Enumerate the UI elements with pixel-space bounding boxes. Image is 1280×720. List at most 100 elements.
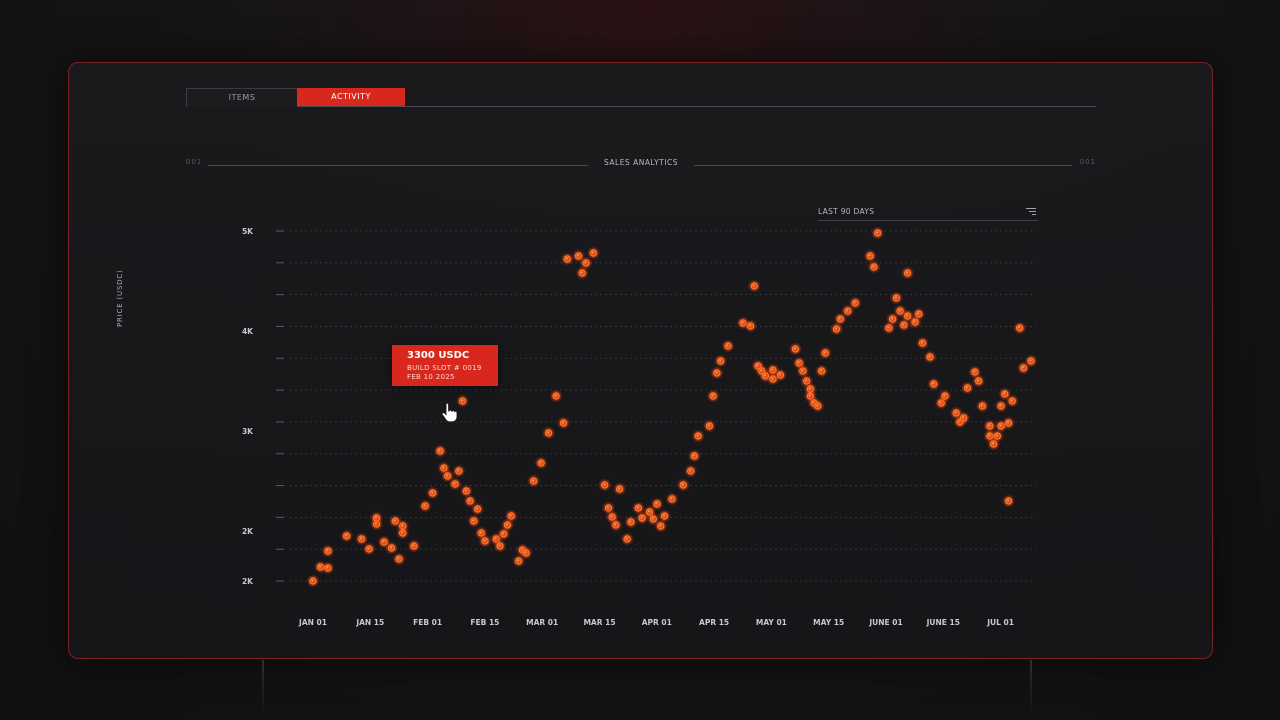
sale-point[interactable]	[747, 279, 761, 293]
sale-point[interactable]	[624, 515, 638, 529]
x-tick-label: JAN 01	[298, 618, 327, 627]
sale-point[interactable]	[972, 374, 986, 388]
sale-point[interactable]	[744, 319, 758, 333]
x-tick-label: MAR 15	[583, 618, 615, 627]
sale-point[interactable]	[863, 249, 877, 263]
sale-point[interactable]	[684, 464, 698, 478]
sale-point[interactable]	[426, 486, 440, 500]
sale-point[interactable]	[613, 482, 627, 496]
sale-point[interactable]	[1013, 321, 1027, 335]
sale-point[interactable]	[557, 416, 571, 430]
sale-point[interactable]	[1005, 394, 1019, 408]
sale-point[interactable]	[452, 464, 466, 478]
sale-point[interactable]	[459, 484, 473, 498]
sale-point[interactable]	[796, 364, 810, 378]
sale-point[interactable]	[811, 399, 825, 413]
sale-point[interactable]	[392, 552, 406, 566]
sale-point[interactable]	[321, 544, 335, 558]
sale-point[interactable]	[957, 411, 971, 425]
sale-point[interactable]	[340, 529, 354, 543]
sale-point[interactable]	[448, 477, 462, 491]
sale-point[interactable]	[818, 346, 832, 360]
sale-point[interactable]	[691, 429, 705, 443]
date-range-filter[interactable]: LAST 90 DAYS	[818, 204, 1038, 221]
sale-point[interactable]	[370, 511, 384, 525]
sale-point[interactable]	[676, 478, 690, 492]
y-tick-label: 5K	[242, 227, 254, 236]
sale-point[interactable]	[478, 534, 492, 548]
sale-point[interactable]	[706, 389, 720, 403]
sale-point[interactable]	[788, 342, 802, 356]
sale-point[interactable]	[654, 519, 668, 533]
x-tick-label: MAR 01	[526, 618, 558, 627]
sale-point[interactable]	[867, 260, 881, 274]
sale-point[interactable]	[467, 514, 481, 528]
sale-point[interactable]	[815, 364, 829, 378]
sale-point[interactable]	[830, 322, 844, 336]
sale-point[interactable]	[714, 354, 728, 368]
sale-point[interactable]	[504, 509, 518, 523]
sale-point[interactable]	[418, 499, 432, 513]
sale-point[interactable]	[773, 368, 787, 382]
sale-point[interactable]	[687, 449, 701, 463]
sale-point[interactable]	[519, 546, 533, 560]
sale-point[interactable]	[609, 518, 623, 532]
sale-point[interactable]	[889, 291, 903, 305]
sale-point[interactable]	[560, 252, 574, 266]
sale-point[interactable]	[579, 256, 593, 270]
sale-point[interactable]	[871, 226, 885, 240]
sale-point[interactable]	[901, 266, 915, 280]
sale-point[interactable]	[575, 266, 589, 280]
sale-point[interactable]	[549, 389, 563, 403]
sale-point[interactable]	[923, 350, 937, 364]
sale-point[interactable]	[990, 429, 1004, 443]
sale-point[interactable]	[912, 307, 926, 321]
sale-point[interactable]	[493, 539, 507, 553]
sale-point[interactable]	[994, 399, 1008, 413]
sale-point[interactable]	[665, 492, 679, 506]
sale-point[interactable]	[631, 501, 645, 515]
activity-panel: ITEMS ACTIVITY 001 SALES ANALYTICS 001 L…	[68, 62, 1213, 659]
sale-point[interactable]	[527, 474, 541, 488]
divider-line	[694, 165, 1072, 166]
sale-point[interactable]	[385, 541, 399, 555]
sale-point[interactable]	[650, 497, 664, 511]
sale-point[interactable]	[927, 377, 941, 391]
stand-leg	[1030, 660, 1032, 720]
sale-point[interactable]	[620, 532, 634, 546]
sale-point[interactable]	[586, 246, 600, 260]
sale-point[interactable]	[471, 502, 485, 516]
sale-point[interactable]	[721, 339, 735, 353]
sale-point[interactable]	[396, 526, 410, 540]
sale-point[interactable]	[362, 542, 376, 556]
x-tick-label: MAY 01	[756, 618, 787, 627]
sale-point[interactable]	[702, 419, 716, 433]
sale-point[interactable]	[321, 561, 335, 575]
x-tick-label: APR 15	[699, 618, 729, 627]
sale-point[interactable]	[938, 389, 952, 403]
stand-leg	[262, 660, 264, 720]
price-tooltip: 3300 USDC BUILD SLOT # 0019 FEB 10 2025	[392, 345, 498, 386]
sale-point[interactable]	[916, 336, 930, 350]
sale-point[interactable]	[534, 456, 548, 470]
sale-point[interactable]	[658, 509, 672, 523]
sale-point[interactable]	[983, 419, 997, 433]
sale-point[interactable]	[598, 478, 612, 492]
sale-point[interactable]	[960, 381, 974, 395]
sale-point[interactable]	[1002, 494, 1016, 508]
sale-point[interactable]	[1024, 354, 1038, 368]
y-tick-label: 2K	[242, 527, 254, 536]
sale-point[interactable]	[542, 426, 556, 440]
sale-point[interactable]	[710, 366, 724, 380]
sale-point[interactable]	[1002, 416, 1016, 430]
tooltip-slot: BUILD SLOT # 0019	[407, 364, 482, 372]
sale-point[interactable]	[975, 399, 989, 413]
sale-point[interactable]	[306, 574, 320, 588]
sale-point[interactable]	[407, 539, 421, 553]
sale-point[interactable]	[456, 394, 470, 408]
sale-point[interactable]	[355, 532, 369, 546]
section-number-right: 001	[1079, 158, 1096, 166]
sale-point[interactable]	[848, 296, 862, 310]
tab-activity[interactable]: ACTIVITY	[297, 88, 405, 106]
sale-point[interactable]	[433, 444, 447, 458]
